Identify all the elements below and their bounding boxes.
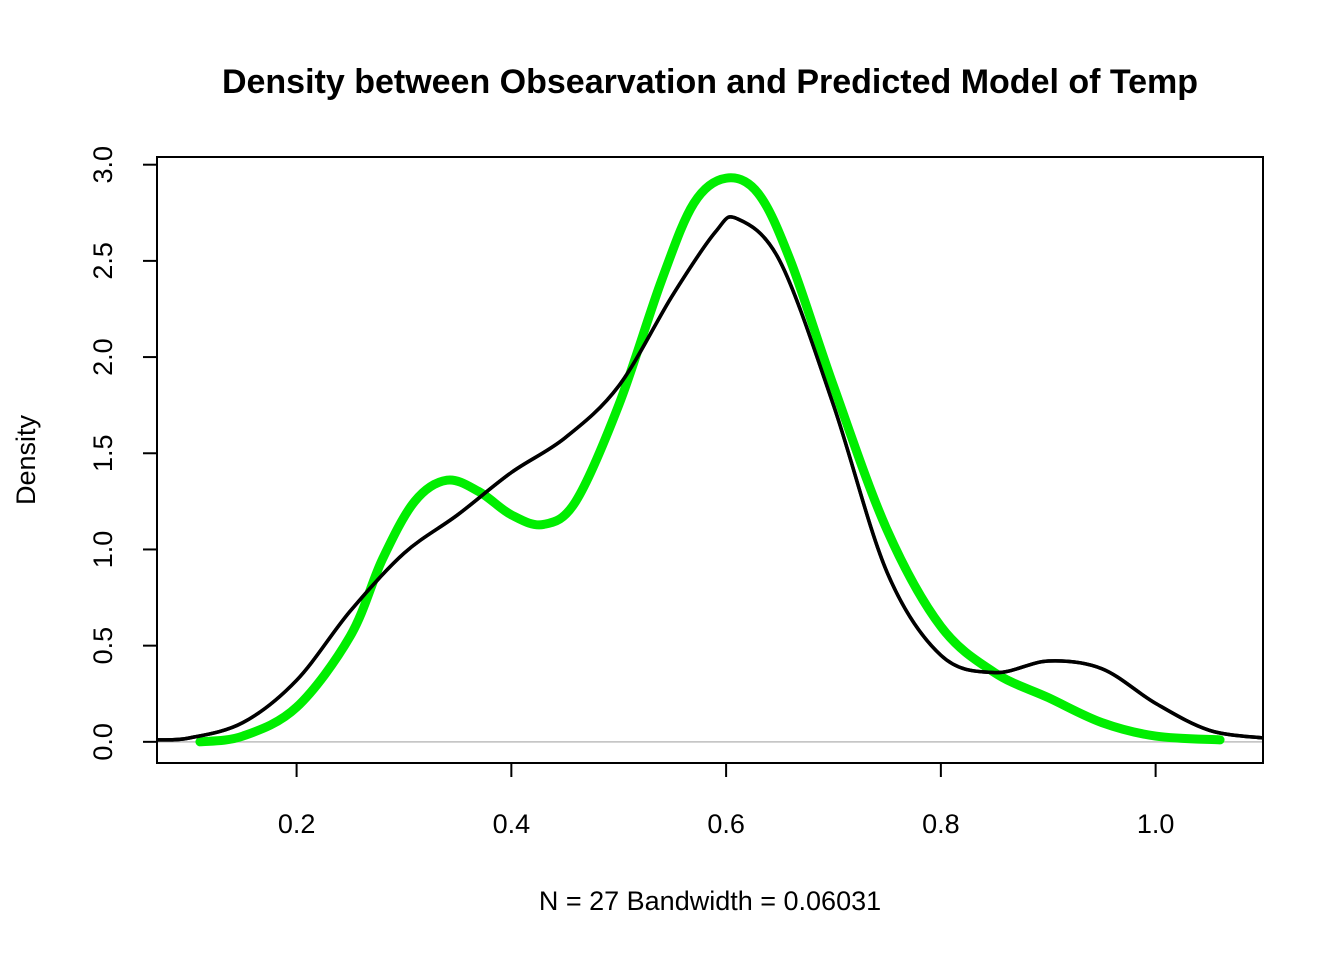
series-line-1 — [195, 173, 1225, 747]
series-line-0 — [157, 215, 1263, 742]
x-tick-label: 0.6 — [707, 809, 745, 839]
y-tick-label: 3.0 — [88, 146, 118, 184]
x-tick-label: 0.2 — [278, 809, 316, 839]
x-tick-label: 0.4 — [493, 809, 531, 839]
series-line-0-overlay — [157, 215, 1263, 742]
x-axis-label: N = 27 Bandwidth = 0.06031 — [539, 886, 881, 916]
x-tick-label: 1.0 — [1137, 809, 1175, 839]
y-tick-label: 2.0 — [88, 338, 118, 376]
y-tick-label: 1.5 — [88, 434, 118, 472]
plot-frame — [156, 156, 1264, 764]
y-tick-label: 0.0 — [88, 723, 118, 761]
y-tick-label: 0.5 — [88, 627, 118, 665]
plot-area: 0.2 0.4 0.6 0.8 1.0 0.0 0.5 1.0 1.5 2.0 2.5 3.0 — [88, 146, 1264, 839]
y-tick-label: 1.0 — [88, 531, 118, 569]
chart-title: Density between Obsearvation and Predict… — [222, 63, 1198, 101]
y-tick-label: 2.5 — [88, 242, 118, 280]
y-axis-label: Density — [11, 414, 41, 505]
x-tick-label: 0.8 — [922, 809, 960, 839]
